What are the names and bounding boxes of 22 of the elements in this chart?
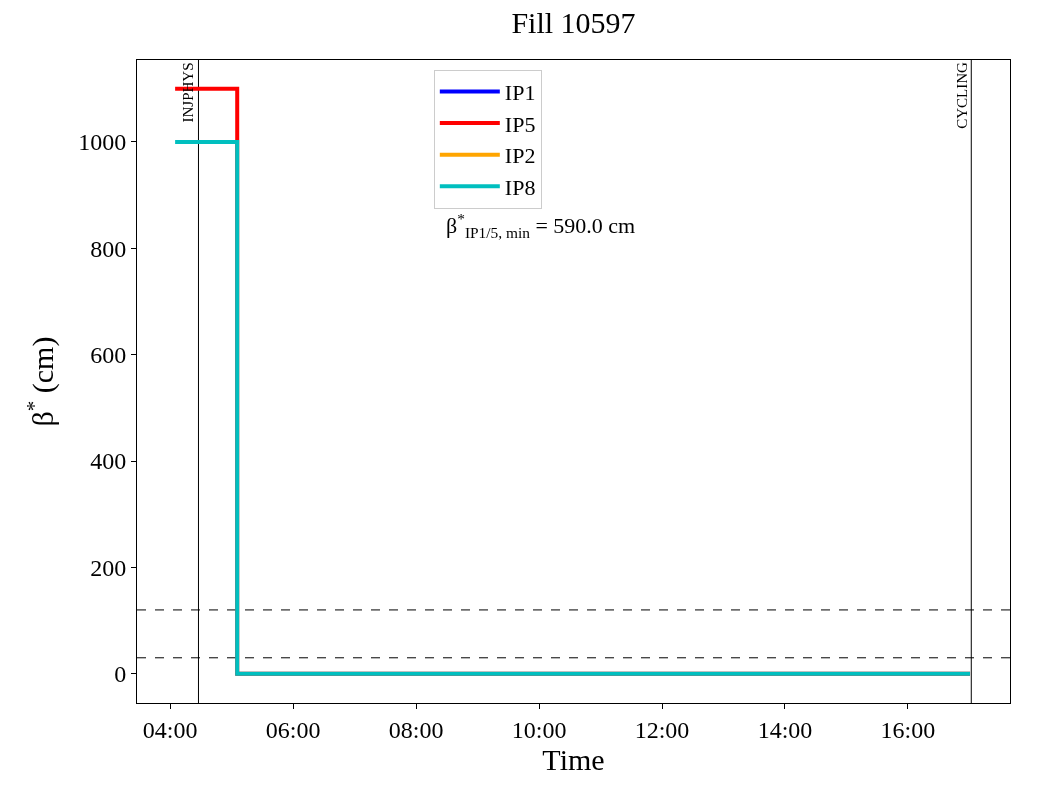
y-tick-label: 0 [114, 661, 127, 688]
y-tick-label: 1000 [78, 129, 127, 156]
legend-label: IP5 [504, 111, 536, 137]
ref-line-label: CYCLING [953, 61, 970, 129]
y-tick-label: 200 [90, 554, 127, 581]
ref-line-label: INJPHYS [180, 62, 197, 123]
y-tick-label: 600 [90, 342, 127, 369]
x-tick-label: 10:00 [511, 716, 567, 743]
annotation: β$^{*}$$_{IP1/5, min}$ = 590.0 cm [446, 210, 636, 241]
legend-label: IP1 [504, 80, 536, 106]
x-tick-label: 08:00 [388, 716, 444, 743]
chart-title: Fill 10597 [511, 6, 636, 39]
x-tick-label: 04:00 [142, 716, 198, 743]
x-tick-label: 06:00 [265, 716, 321, 743]
x-tick-label: 12:00 [634, 716, 690, 743]
legend-label: IP8 [504, 174, 536, 200]
x-tick-label: 16:00 [880, 716, 936, 743]
x-axis-title: Time [542, 742, 605, 776]
legend-label: IP2 [504, 143, 536, 169]
y-tick-label: 400 [90, 448, 127, 475]
x-tick-label: 14:00 [757, 716, 813, 743]
y-tick-label: 800 [90, 235, 127, 262]
